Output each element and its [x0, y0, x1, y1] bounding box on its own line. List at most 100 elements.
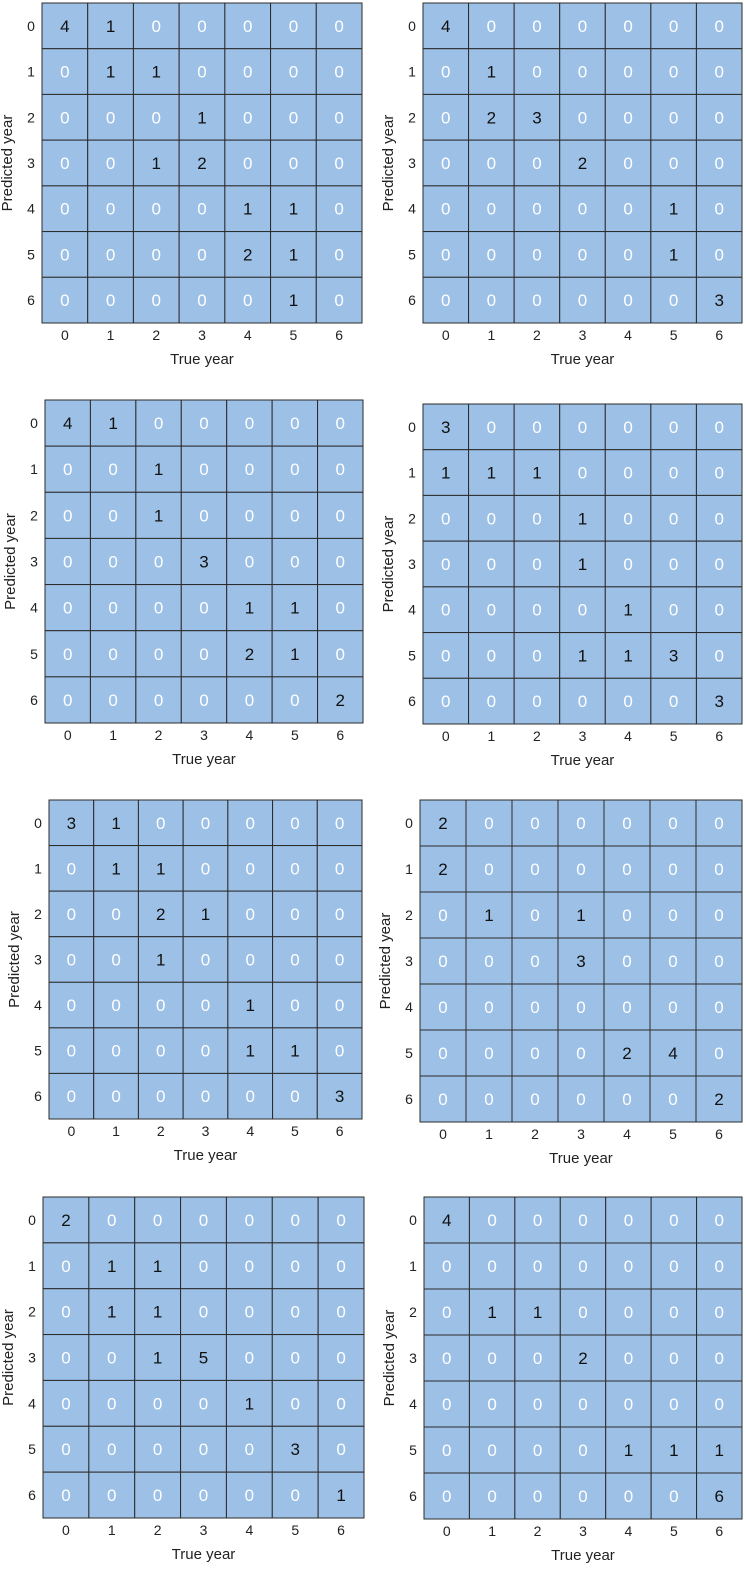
heatmap-cell — [695, 494, 743, 542]
x-tick-label: 2 — [157, 1123, 165, 1139]
heatmap-cell — [695, 586, 743, 634]
cell-value-label: 2 — [438, 814, 447, 833]
cell-value-label: 0 — [578, 291, 587, 310]
x-tick-label: 0 — [442, 728, 450, 744]
cell-value-label: 0 — [245, 814, 254, 833]
cell-value-label: 0 — [438, 1090, 447, 1109]
y-tick-label: 0 — [27, 18, 35, 34]
heatmap-cell — [317, 537, 364, 586]
heatmap-cell — [271, 676, 319, 724]
cell-value-label: 2 — [197, 154, 206, 173]
heatmap-cell — [48, 1072, 95, 1120]
cell-value-label: 1 — [152, 63, 161, 82]
heatmap-cell — [605, 1334, 652, 1382]
heatmap-cell — [317, 399, 364, 447]
cell-value-label: 1 — [245, 996, 254, 1015]
y-tick-label: 5 — [408, 246, 416, 262]
y-tick-label: 5 — [408, 647, 416, 663]
heatmap-cell — [182, 936, 229, 983]
y-tick-label: 3 — [34, 952, 42, 968]
cell-value-label: 0 — [154, 691, 163, 710]
heatmap-cell — [317, 1379, 365, 1427]
cell-value-label: 0 — [245, 859, 254, 878]
cell-value-label: 0 — [335, 814, 344, 833]
heatmap-cell — [137, 799, 184, 847]
cell-value-label: 0 — [290, 1211, 299, 1230]
cell-value-label: 0 — [106, 291, 115, 310]
heatmap-cell — [465, 799, 513, 847]
heatmap-cell — [41, 185, 89, 233]
cell-value-label: 0 — [201, 1042, 210, 1061]
heatmap-cell — [44, 399, 91, 447]
cell-value-label: 0 — [714, 906, 723, 925]
x-tick-label: 1 — [487, 327, 495, 343]
heatmap-cell — [513, 276, 561, 324]
heatmap-cell — [559, 1288, 607, 1336]
cell-value-label: 0 — [107, 1349, 116, 1368]
cell-value-label: 0 — [487, 291, 496, 310]
heatmap-cell — [695, 983, 743, 1031]
heatmap-cell — [93, 981, 139, 1029]
heatmap-cell — [513, 93, 561, 141]
cell-value-label: 1 — [156, 859, 165, 878]
x-tick-label: 0 — [62, 1522, 70, 1538]
heatmap-cell — [44, 584, 91, 632]
cell-value-label: 0 — [290, 996, 299, 1015]
cell-value-label: 1 — [156, 951, 165, 970]
cell-value-label: 0 — [61, 1303, 70, 1322]
cell-value-label: 0 — [199, 1303, 208, 1322]
cell-value-label: 0 — [107, 1486, 116, 1505]
x-tick-label: 3 — [579, 1523, 587, 1539]
cell-value-label: 1 — [290, 599, 299, 618]
y-tick-label: 2 — [408, 510, 416, 526]
heatmap-cell — [271, 630, 319, 678]
x-tick-label: 4 — [246, 1123, 254, 1139]
x-axis-label: True year — [174, 1147, 238, 1164]
heatmap-cell — [48, 981, 95, 1029]
heatmap-cell — [604, 276, 652, 324]
heatmap-cell — [603, 1075, 651, 1123]
y-tick-label: 3 — [405, 953, 413, 969]
cell-value-label: 0 — [290, 859, 299, 878]
cell-value-label: 1 — [623, 601, 632, 620]
cell-value-label: 0 — [622, 998, 631, 1017]
cell-value-label: 0 — [487, 418, 496, 437]
cell-value-label: 1 — [107, 1257, 116, 1276]
cell-value-label: 0 — [530, 860, 539, 879]
heatmap-cell — [48, 1027, 95, 1074]
cell-value-label: 3 — [290, 1440, 299, 1459]
y-tick-label: 4 — [408, 201, 416, 217]
cell-value-label: 0 — [199, 506, 208, 525]
cell-value-label: 0 — [578, 601, 587, 620]
cell-value-label: 0 — [532, 17, 541, 36]
cell-value-label: 0 — [714, 154, 723, 173]
cell-value-label: 0 — [290, 1257, 299, 1276]
heatmap-cell — [317, 676, 364, 724]
heatmap-cell — [225, 1196, 273, 1244]
cell-value-label: 0 — [669, 108, 678, 127]
cell-value-label: 0 — [245, 1257, 254, 1276]
cell-value-label: 0 — [533, 1441, 542, 1460]
cell-value-label: 0 — [153, 1486, 162, 1505]
cell-value-label: 0 — [111, 996, 120, 1015]
y-tick-label: 0 — [34, 815, 42, 831]
cell-value-label: 0 — [335, 859, 344, 878]
heatmap-cell — [559, 1196, 607, 1244]
heatmap-cell — [559, 1242, 607, 1290]
heatmap-cell — [603, 1029, 651, 1077]
heatmap-cell — [316, 1027, 363, 1074]
y-tick-label: 1 — [28, 1258, 36, 1274]
heatmap-cell — [604, 2, 652, 50]
cell-value-label: 4 — [60, 17, 69, 36]
heatmap-cell — [227, 936, 274, 983]
heatmap-cell — [559, 1334, 607, 1382]
heatmap-cell — [557, 891, 605, 939]
cell-value-label: 0 — [245, 1486, 254, 1505]
cell-value-label: 0 — [245, 951, 254, 970]
cell-value-label: 0 — [714, 998, 723, 1017]
heatmap-cell — [315, 139, 363, 187]
cell-value-label: 0 — [197, 63, 206, 82]
cell-value-label: 0 — [61, 1349, 70, 1368]
cell-value-label: 0 — [532, 200, 541, 219]
cell-value-label: 0 — [578, 245, 587, 264]
